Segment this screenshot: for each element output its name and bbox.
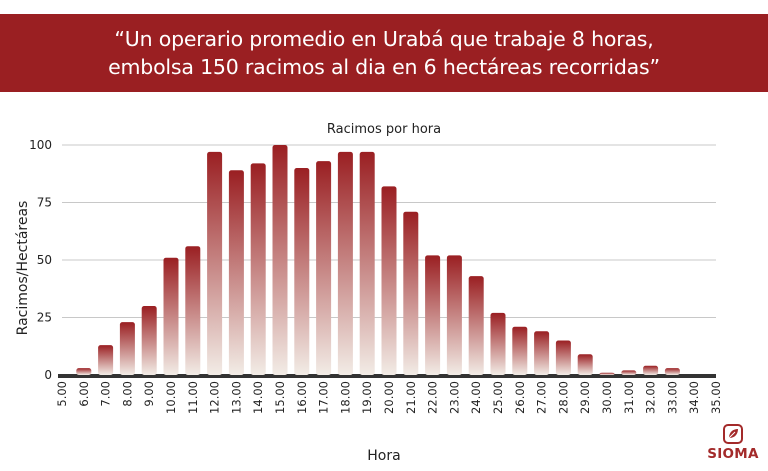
x-tick-label: 9.00 bbox=[142, 381, 156, 407]
y-tick-label: 100 bbox=[29, 138, 52, 152]
x-tick-label: 27.00 bbox=[535, 381, 549, 414]
bar-13.00 bbox=[228, 170, 244, 375]
x-tick-label: 5.00 bbox=[55, 381, 69, 407]
headline-line-1: “Un operario promedio en Urabá que traba… bbox=[114, 27, 654, 51]
bar-29.00 bbox=[577, 354, 593, 375]
bar-19.00 bbox=[359, 151, 375, 375]
x-tick-label: 20.00 bbox=[382, 381, 396, 414]
x-tick-label: 34.00 bbox=[687, 381, 701, 414]
x-tick-label: 29.00 bbox=[578, 381, 592, 414]
bar-22.00 bbox=[425, 255, 441, 375]
bar-9.00 bbox=[141, 306, 157, 375]
bar-25.00 bbox=[490, 312, 506, 375]
x-tick-label: 32.00 bbox=[644, 381, 658, 414]
x-tick-label: 7.00 bbox=[99, 381, 113, 407]
bars bbox=[76, 145, 680, 375]
x-tick-label: 24.00 bbox=[469, 381, 483, 414]
x-tick-label: 18.00 bbox=[338, 381, 352, 414]
tick-labels: 0 25 50 75 100 5.00 6.00 7.00 8.00 9.00 10.00 11.00… bbox=[29, 138, 723, 414]
x-tick-label: 23.00 bbox=[447, 381, 461, 414]
bar-10.00 bbox=[163, 257, 179, 375]
x-tick-label: 6.00 bbox=[77, 381, 91, 407]
x-tick-label: 16.00 bbox=[295, 381, 309, 414]
x-tick-label: 12.00 bbox=[208, 381, 222, 414]
x-tick-label: 22.00 bbox=[426, 381, 440, 414]
headline-line-2: embolsa 150 racimos al dia en 6 hectárea… bbox=[108, 55, 660, 79]
bar-17.00 bbox=[316, 161, 332, 375]
x-tick-label: 17.00 bbox=[317, 381, 331, 414]
bar-33.00 bbox=[664, 368, 680, 375]
bar-16.00 bbox=[294, 168, 310, 375]
y-axis-label: Racimos/Hectáreas bbox=[15, 201, 31, 336]
x-tick-label: 33.00 bbox=[665, 381, 679, 414]
bar-26.00 bbox=[512, 326, 528, 375]
brand-name: SIOMA bbox=[707, 446, 759, 462]
bar-23.00 bbox=[446, 255, 462, 375]
x-tick-label: 8.00 bbox=[120, 381, 134, 407]
bar-8.00 bbox=[119, 322, 135, 375]
x-tick-label: 10.00 bbox=[164, 381, 178, 414]
x-tick-label: 25.00 bbox=[491, 381, 505, 414]
x-tick-label: 11.00 bbox=[186, 381, 200, 414]
bar-21.00 bbox=[403, 211, 419, 375]
bar-30.00 bbox=[599, 372, 615, 375]
x-axis-label: Hora bbox=[367, 448, 400, 464]
x-tick-label: 31.00 bbox=[622, 381, 636, 414]
x-tick-label: 14.00 bbox=[251, 381, 265, 414]
bar-20.00 bbox=[381, 186, 397, 375]
leaf-icon bbox=[723, 424, 743, 444]
x-tick-label: 35.00 bbox=[709, 381, 723, 414]
bar-12.00 bbox=[207, 151, 223, 375]
bar-11.00 bbox=[185, 246, 201, 375]
x-tick-label: 28.00 bbox=[556, 381, 570, 414]
bar-7.00 bbox=[98, 345, 114, 375]
bar-15.00 bbox=[272, 145, 288, 375]
chart-title: Racimos por hora bbox=[327, 122, 441, 137]
x-tick-label: 30.00 bbox=[600, 381, 614, 414]
bar-32.00 bbox=[643, 365, 659, 375]
headline-banner: “Un operario promedio en Urabá que traba… bbox=[0, 14, 768, 92]
bar-27.00 bbox=[534, 331, 550, 375]
y-tick-label: 50 bbox=[37, 253, 52, 267]
x-tick-label: 13.00 bbox=[229, 381, 243, 414]
x-tick-label: 26.00 bbox=[513, 381, 527, 414]
sioma-logo: SIOMA bbox=[700, 424, 766, 468]
bar-24.00 bbox=[468, 276, 484, 375]
bar-18.00 bbox=[337, 151, 353, 375]
bar-28.00 bbox=[555, 340, 571, 375]
bar-31.00 bbox=[621, 370, 637, 375]
x-tick-label: 15.00 bbox=[273, 381, 287, 414]
x-tick-label: 19.00 bbox=[360, 381, 374, 414]
bar-14.00 bbox=[250, 163, 266, 375]
y-tick-label: 25 bbox=[37, 311, 52, 325]
y-tick-label: 75 bbox=[37, 196, 52, 210]
x-tick-label: 21.00 bbox=[404, 381, 418, 414]
y-tick-label: 0 bbox=[44, 368, 52, 382]
bar-6.00 bbox=[76, 368, 92, 375]
